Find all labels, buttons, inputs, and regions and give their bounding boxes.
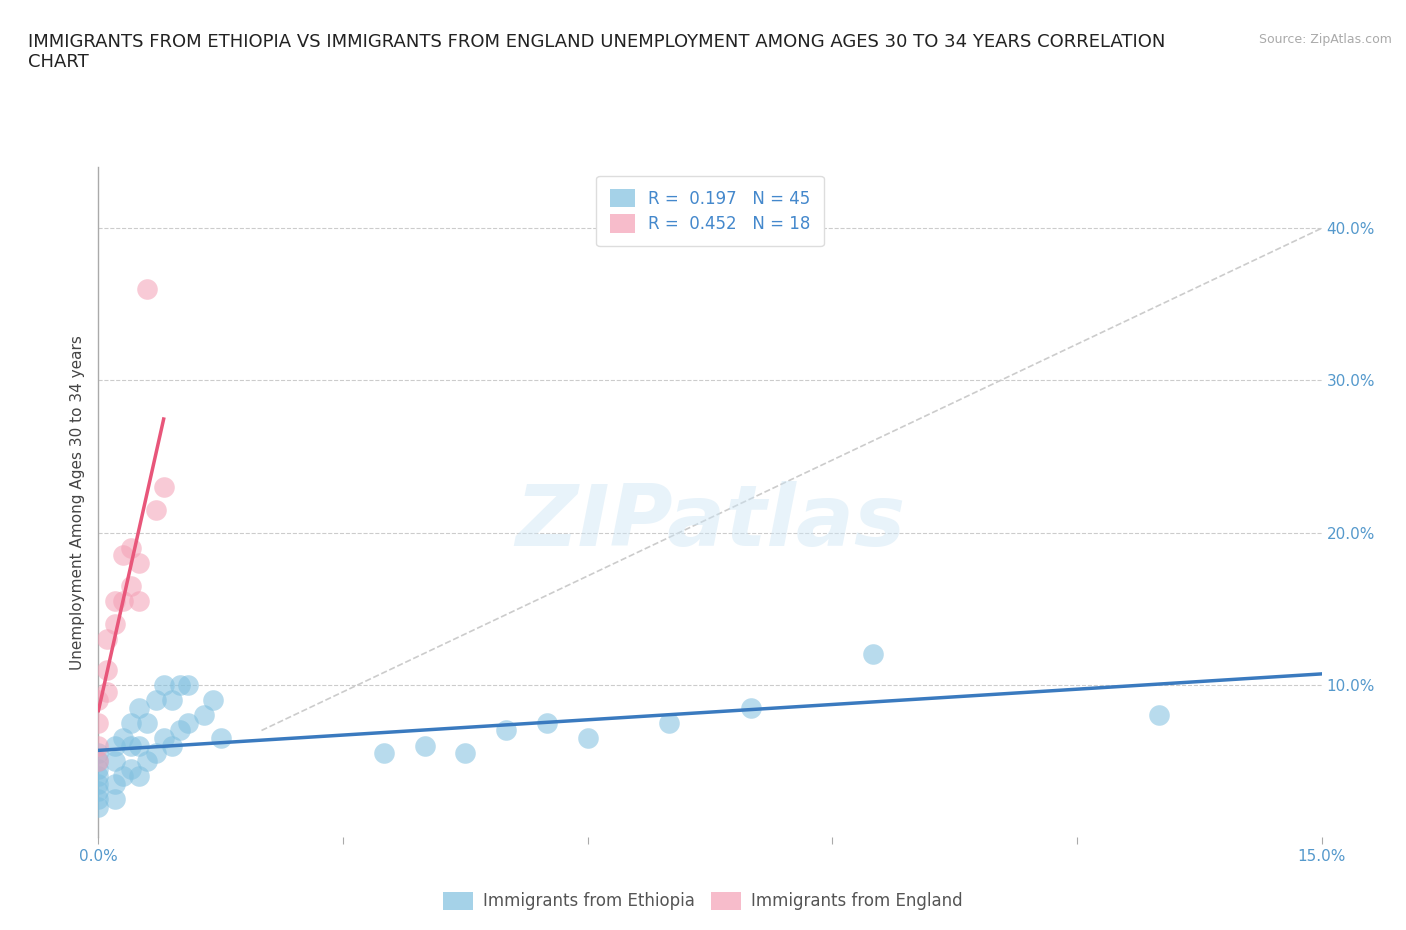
Point [495,723,517,737]
Point [169,677,191,692]
Point [862,647,884,662]
Point [96,631,118,646]
Point [152,480,174,495]
Point [111,731,134,746]
Point [169,723,191,737]
Point [120,540,142,555]
Point [120,578,142,593]
Point [413,738,436,753]
Point [104,617,127,631]
Point [152,677,174,692]
Point [120,738,142,753]
Point [1147,708,1170,723]
Point [104,593,127,608]
Point [136,753,159,768]
Point [87,753,110,768]
Text: IMMIGRANTS FROM ETHIOPIA VS IMMIGRANTS FROM ENGLAND UNEMPLOYMENT AMONG AGES 30 T: IMMIGRANTS FROM ETHIOPIA VS IMMIGRANTS F… [28,33,1166,72]
Point [454,746,477,761]
Point [373,746,395,761]
Point [177,715,200,730]
Point [87,791,110,806]
Point [136,715,159,730]
Point [104,777,127,791]
Point [160,738,183,753]
Point [104,791,127,806]
Point [160,693,183,708]
Point [145,746,167,761]
Point [128,555,150,570]
Point [87,753,110,768]
Point [128,700,150,715]
Point [145,693,167,708]
Text: ZIPatlas: ZIPatlas [515,481,905,564]
Point [87,746,110,761]
Point [128,769,150,784]
Point [87,715,110,730]
Point [87,784,110,799]
Point [576,731,599,746]
Point [87,769,110,784]
Point [111,593,134,608]
Point [120,761,142,776]
Point [104,753,127,768]
Text: Source: ZipAtlas.com: Source: ZipAtlas.com [1258,33,1392,46]
Point [87,693,110,708]
Point [209,731,232,746]
Y-axis label: Unemployment Among Ages 30 to 34 years: Unemployment Among Ages 30 to 34 years [69,335,84,670]
Point [111,548,134,563]
Point [104,738,127,753]
Point [145,502,167,517]
Point [128,738,150,753]
Point [120,715,142,730]
Point [128,593,150,608]
Point [111,769,134,784]
Point [201,693,224,708]
Point [87,761,110,776]
Point [87,777,110,791]
Point [87,799,110,814]
Point [177,677,200,692]
Point [740,700,762,715]
Point [96,685,118,700]
Point [152,731,174,746]
Legend: Immigrants from Ethiopia, Immigrants from England: Immigrants from Ethiopia, Immigrants fro… [436,885,970,917]
Point [96,662,118,677]
Point [658,715,681,730]
Point [536,715,558,730]
Point [136,282,159,297]
Legend: R =  0.197   N = 45, R =  0.452   N = 18: R = 0.197 N = 45, R = 0.452 N = 18 [596,176,824,246]
Point [87,738,110,753]
Point [193,708,215,723]
